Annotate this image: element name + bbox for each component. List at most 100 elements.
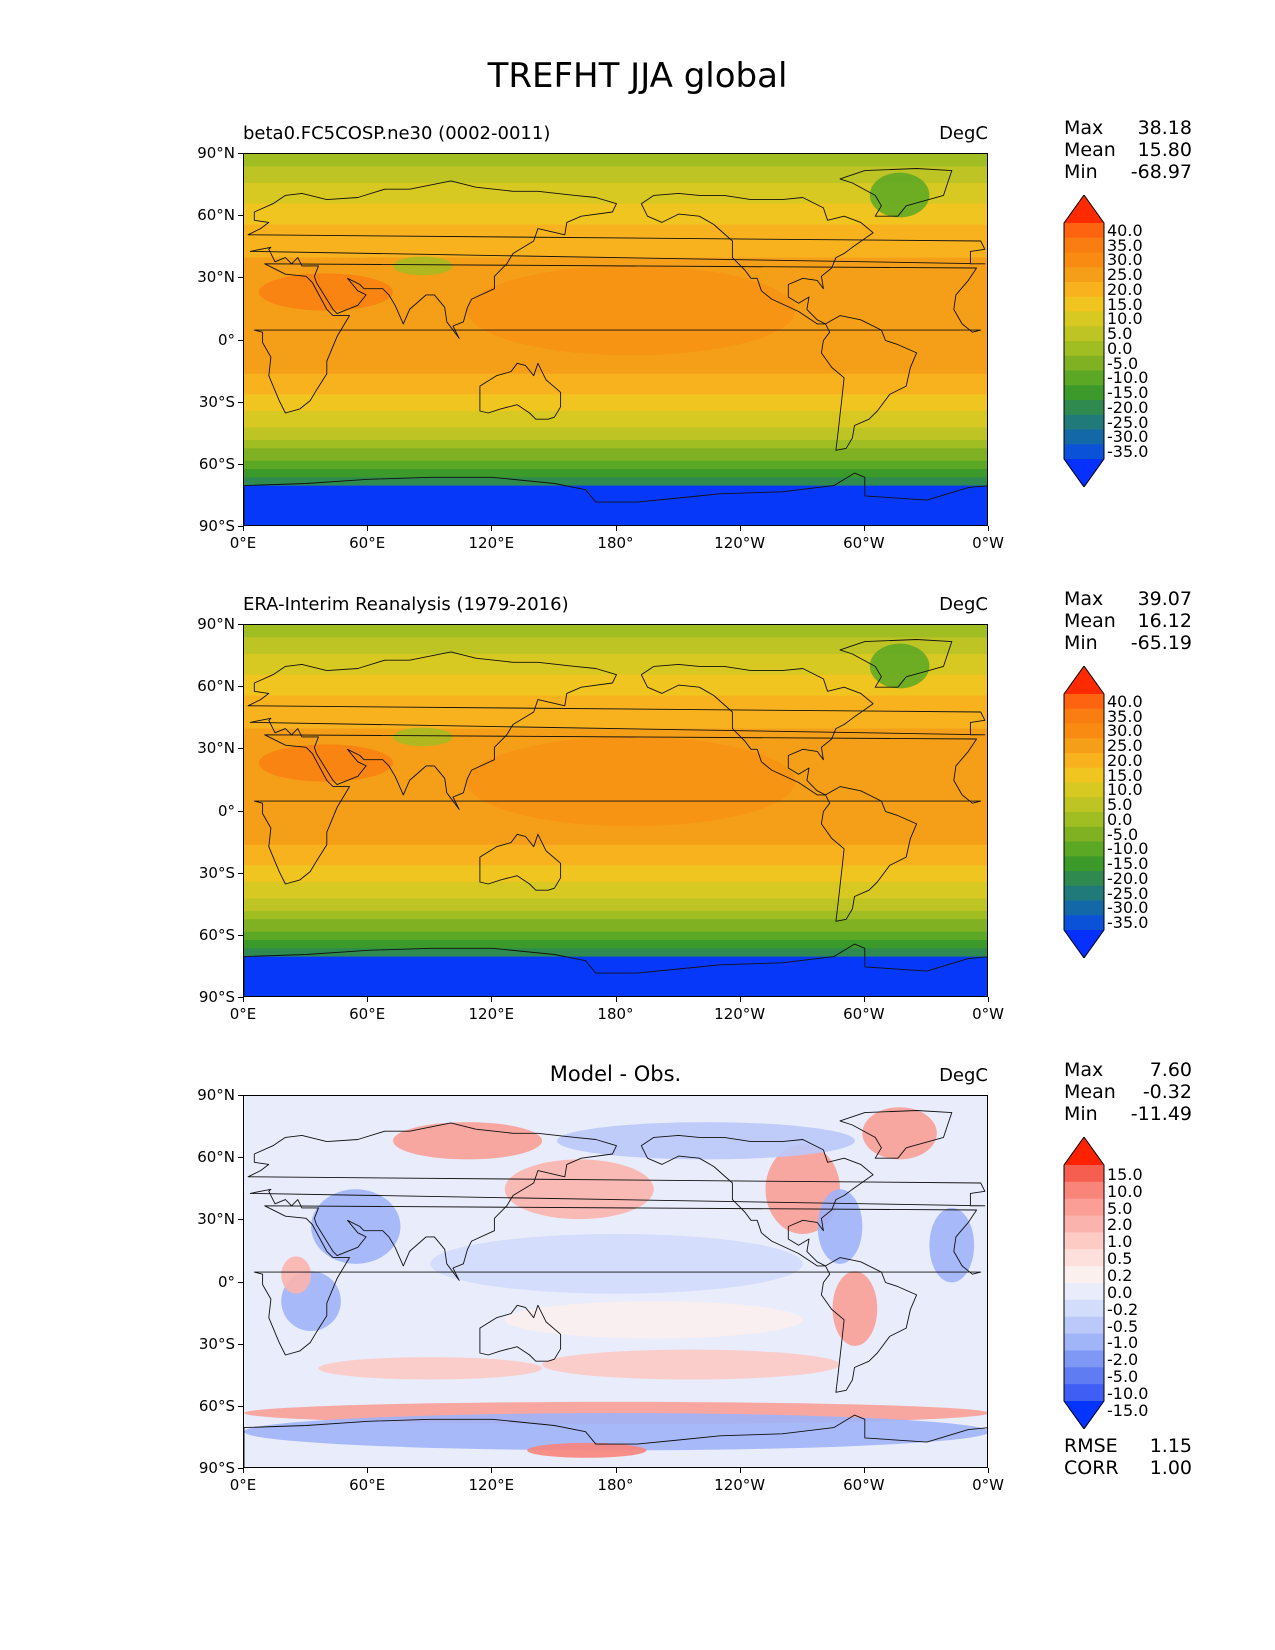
lon-tick-label: 60°W [843, 1476, 885, 1494]
colorbar-segment [1064, 915, 1104, 931]
colorbar-over-triangle [1064, 666, 1104, 694]
colorbar-tick-label: -10.0 [1107, 368, 1149, 388]
colorbar-tick-label: 2.0 [1107, 1215, 1133, 1235]
lat-tick-mark [238, 1468, 243, 1469]
lon-tick-label: 60°W [843, 1005, 885, 1023]
lat-tick-label: 60°N [197, 1148, 235, 1167]
coastline-eurasia [247, 651, 986, 810]
stats-block: Max 39.07 Mean 16.12 Min -65.19 [1064, 588, 1192, 654]
colorbar-tick-label: -35.0 [1107, 913, 1149, 932]
lon-tick-mark [988, 526, 989, 531]
stat-value: -65.19 [1130, 632, 1192, 654]
lat-tick-mark [238, 215, 243, 217]
colorbar-segment [1064, 237, 1104, 253]
stats-block: Max 38.18 Mean 15.80 Min -68.97 [1064, 117, 1192, 183]
colorbar-segment [1064, 723, 1104, 739]
lon-tick-label: 180° [597, 1005, 634, 1023]
colorbar-tick-label: -0.2 [1107, 1299, 1139, 1319]
lon-tick-mark [739, 526, 741, 531]
stats-block: Max 7.60 Mean -0.32 Min -11.49 [1064, 1059, 1192, 1125]
colorbar-tick-label: 1.0 [1107, 1232, 1133, 1252]
colorbar-segment [1064, 414, 1104, 430]
lat-tick-label: 30°S [198, 863, 235, 882]
colorbar-tick-label: -10.0 [1107, 839, 1149, 859]
colorbar-tick-label: 0.5 [1107, 1249, 1133, 1269]
colorbar-over-triangle [1064, 195, 1104, 223]
coastline-antarctica [244, 943, 987, 996]
lat-tick-mark [238, 1157, 243, 1159]
units-label: DegC [939, 1065, 988, 1086]
colorbar-tick-label: 35.0 [1107, 235, 1143, 255]
colorbar-under-triangle [1064, 459, 1104, 487]
stat-value: -68.97 [1130, 161, 1192, 183]
colorbar-segment [1064, 871, 1104, 887]
lat-tick-label: 0° [217, 801, 235, 820]
lat-tick-mark [238, 463, 243, 465]
coastline-africa [253, 1205, 982, 1356]
colorbar-tick-label: 25.0 [1107, 265, 1143, 284]
colorbar-segment [1064, 267, 1104, 283]
lat-tick-mark [238, 277, 243, 279]
colorbar-segment [1064, 296, 1104, 312]
lat-tick-mark [238, 748, 243, 750]
colorbar-segment [1064, 1316, 1104, 1334]
units-label: DegC [939, 123, 988, 144]
colorbar-segment [1064, 311, 1104, 327]
lon-tick-mark [491, 1468, 493, 1473]
colorbar-tick-label: 5.0 [1107, 1198, 1133, 1218]
colorbar [1063, 1136, 1105, 1430]
lat-tick-label: 60°S [198, 454, 235, 473]
lat-tick-label: 90°N [197, 1086, 235, 1104]
colorbar-segment [1064, 326, 1104, 342]
lon-tick-mark [739, 1468, 741, 1473]
lat-tick-label: 90°S [198, 988, 235, 1006]
colorbar-segment [1064, 1181, 1104, 1200]
colorbar-segment [1064, 1232, 1104, 1250]
colorbar-tick-label: -0.5 [1107, 1316, 1139, 1336]
colorbar-segment [1064, 1350, 1104, 1368]
stat-value: 38.18 [1137, 117, 1192, 139]
stat-label: Min [1064, 632, 1098, 654]
stat-label: Min [1064, 1103, 1098, 1125]
panel-title: ERA-Interim Reanalysis (1979-2016) [243, 594, 569, 615]
lon-tick-label: 120°E [468, 1476, 515, 1494]
map-plot [243, 624, 988, 997]
stat-value: -11.49 [1130, 1103, 1192, 1125]
colorbar-segment [1064, 885, 1104, 901]
lat-tick-mark [238, 997, 243, 998]
lat-tick-mark [238, 686, 243, 688]
metric-label: RMSE [1064, 1435, 1118, 1457]
colorbar-tick-label: 10.0 [1107, 309, 1143, 329]
stat-max: Max 7.60 [1064, 1059, 1192, 1081]
coastline-greenland [839, 1110, 953, 1159]
colorbar-tick-label: -5.0 [1107, 824, 1139, 844]
stat-value: 15.80 [1137, 139, 1192, 161]
coastline-africa [253, 734, 982, 885]
colorbar-tick-label: -25.0 [1107, 412, 1149, 432]
lon-tick-label: 120°W [714, 534, 766, 552]
stat-mean: Mean 15.80 [1064, 139, 1192, 161]
colorbar-segment [1064, 1299, 1104, 1318]
lon-tick-label: 120°W [714, 1005, 766, 1023]
stat-value: 16.12 [1137, 610, 1192, 632]
coastline-samerica [820, 315, 918, 451]
stat-value: 7.60 [1149, 1059, 1192, 1081]
units-label: DegC [939, 594, 988, 615]
colorbar-segment [1064, 429, 1104, 445]
colorbar-segment [1064, 856, 1104, 872]
colorbar-tick-label: -1.0 [1107, 1333, 1139, 1353]
colorbar-tick-label: 25.0 [1107, 736, 1143, 755]
lat-tick-mark [238, 526, 243, 527]
lon-tick-mark [863, 526, 865, 531]
coastline-greenland [839, 168, 953, 217]
stat-min: Min -65.19 [1064, 632, 1192, 654]
colorbar-tick-label: 5.0 [1107, 795, 1133, 814]
lon-tick-label: 0°E [229, 534, 257, 552]
lon-tick-mark [243, 526, 244, 531]
lon-tick-label: 120°E [468, 1005, 515, 1023]
colorbar-tick-label: 15.0 [1107, 1164, 1143, 1184]
colorbar-segment [1064, 708, 1104, 724]
colorbar-tick-label: -35.0 [1107, 442, 1149, 461]
lat-tick-label: 60°N [197, 206, 235, 225]
lon-tick-mark [491, 526, 493, 531]
